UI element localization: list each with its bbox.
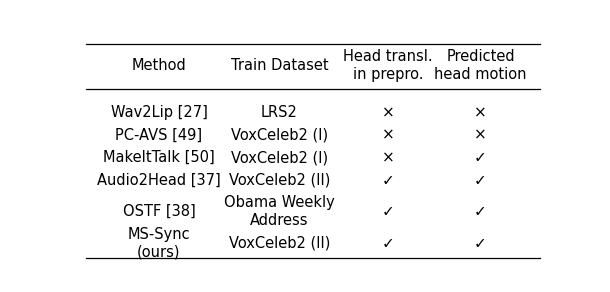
Text: OSTF [38]: OSTF [38] [123, 204, 195, 219]
Text: ✓: ✓ [474, 173, 487, 187]
Text: Train Dataset: Train Dataset [231, 58, 328, 73]
Text: VoxCeleb2 (II): VoxCeleb2 (II) [229, 173, 330, 187]
Text: Obama Weekly
Address: Obama Weekly Address [224, 195, 335, 228]
Text: VoxCeleb2 (I): VoxCeleb2 (I) [231, 150, 328, 165]
Text: ×: × [474, 105, 487, 120]
Text: MS-Sync
(ours): MS-Sync (ours) [127, 227, 190, 259]
Text: ✓: ✓ [474, 236, 487, 251]
Text: VoxCeleb2 (I): VoxCeleb2 (I) [231, 128, 328, 142]
Text: VoxCeleb2 (II): VoxCeleb2 (II) [229, 236, 330, 251]
Text: ✓: ✓ [474, 204, 487, 219]
Text: ✓: ✓ [382, 204, 395, 219]
Text: PC-AVS [49]: PC-AVS [49] [115, 128, 203, 142]
Text: LRS2: LRS2 [261, 105, 298, 120]
Text: ✓: ✓ [382, 173, 395, 187]
Text: Audio2Head [37]: Audio2Head [37] [97, 173, 221, 187]
Text: Wav2Lip [27]: Wav2Lip [27] [110, 105, 207, 120]
Text: ×: × [382, 105, 395, 120]
Text: Predicted
head motion: Predicted head motion [434, 49, 526, 81]
Text: ✓: ✓ [474, 150, 487, 165]
Text: ✓: ✓ [382, 236, 395, 251]
Text: ×: × [382, 150, 395, 165]
Text: Head transl.
in prepro.: Head transl. in prepro. [343, 49, 433, 81]
Text: ×: × [382, 128, 395, 142]
Text: Method: Method [132, 58, 187, 73]
Text: ×: × [474, 128, 487, 142]
Text: MakeItTalk [50]: MakeItTalk [50] [103, 150, 215, 165]
